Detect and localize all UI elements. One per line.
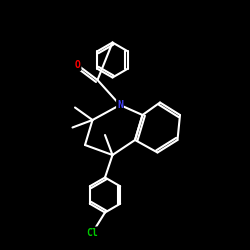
Text: O: O	[74, 60, 80, 70]
Text: N: N	[117, 100, 123, 110]
Text: Cl: Cl	[87, 228, 99, 237]
